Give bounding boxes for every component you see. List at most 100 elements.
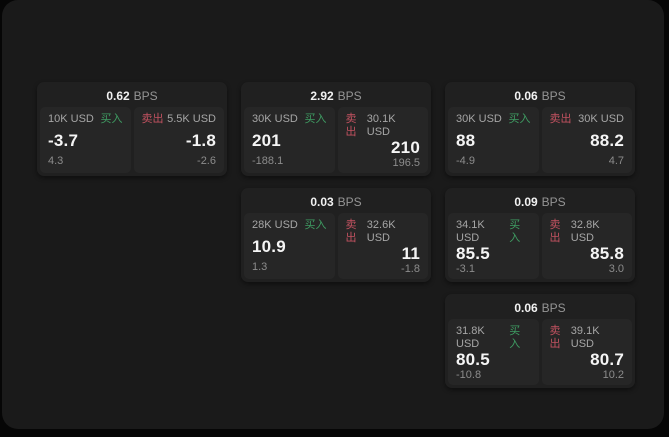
spread-value: 0.03: [310, 195, 334, 209]
spread-unit: BPS: [541, 89, 566, 103]
sell-panel[interactable]: 卖出 32.8K USD 85.8 3.0: [541, 213, 632, 279]
sell-amount: 5.5K USD: [167, 113, 216, 125]
buy-amount: 28K USD: [252, 219, 298, 231]
sell-price: 210: [391, 138, 420, 157]
buy-panel[interactable]: 10K USD 买入 -3.7 4.3: [40, 107, 131, 173]
buy-amount: 30K USD: [456, 113, 502, 125]
buy-panel[interactable]: 28K USD 买入 10.9 1.3: [244, 213, 335, 279]
sell-price: 88.2: [590, 130, 624, 150]
spread-unit: BPS: [133, 89, 158, 103]
buy-panel[interactable]: 30K USD 买入 88 -4.9: [448, 107, 539, 173]
quote-panels: 10K USD 买入 -3.7 4.3 卖出 5.5K USD -1.8 -2.…: [40, 107, 224, 173]
buy-amount: 31.8K USD: [456, 325, 485, 350]
buy-delta: -3.1: [456, 263, 475, 275]
buy-panel[interactable]: 30K USD 买入 201 -188.1: [244, 107, 335, 173]
sell-price: -1.8: [185, 130, 216, 150]
sell-amount: 30.1K USD: [366, 113, 396, 138]
sell-side-badge: 卖出: [549, 113, 572, 125]
sell-panel-toprow: 卖出 30.1K USD: [346, 113, 421, 139]
spread-value: 0.06: [514, 89, 538, 103]
buy-price: 201: [252, 130, 281, 150]
buy-amount: 30K USD: [252, 113, 298, 125]
quote-card: 0.06 BPS 31.8K USD 买入 80.5 -10.8 卖出 39.1…: [445, 294, 635, 388]
sell-side-badge: 卖出: [549, 219, 561, 244]
quote-panels: 31.8K USD 买入 80.5 -10.8 卖出 39.1K USD 80.…: [448, 319, 632, 385]
buy-panel-toprow: 10K USD 买入: [48, 113, 123, 126]
buy-amount: 10K USD: [48, 113, 94, 125]
sell-panel[interactable]: 卖出 5.5K USD -1.8 -2.6: [133, 107, 224, 173]
spread-unit: BPS: [337, 89, 362, 103]
spread-header: 0.62 BPS: [40, 85, 224, 107]
sell-side-badge: 卖出: [345, 113, 357, 138]
buy-side-badge: 买入: [509, 325, 521, 350]
sell-price: 85.8: [590, 244, 624, 263]
sell-panel-toprow: 卖出 39.1K USD: [550, 325, 625, 351]
sell-amount: 39.1K USD: [570, 325, 600, 350]
buy-panel-toprow: 34.1K USD 买入: [456, 219, 531, 245]
buy-panel[interactable]: 34.1K USD 买入 85.5 -3.1: [448, 213, 539, 279]
quote-panels: 30K USD 买入 201 -188.1 卖出 30.1K USD 210 1…: [244, 107, 428, 173]
quote-panels: 30K USD 买入 88 -4.9 卖出 30K USD 88.2 4.7: [448, 107, 632, 173]
buy-delta: -188.1: [252, 155, 284, 167]
sell-panel[interactable]: 卖出 39.1K USD 80.7 10.2: [541, 319, 632, 385]
sell-delta: 3.0: [608, 263, 624, 275]
buy-side-badge: 买入: [304, 113, 327, 125]
sell-panel-toprow: 卖出 32.6K USD: [346, 219, 421, 245]
spread-value: 0.62: [106, 89, 130, 103]
buy-panel[interactable]: 31.8K USD 买入 80.5 -10.8: [448, 319, 539, 385]
sell-side-badge: 卖出: [549, 325, 561, 350]
sell-panel-toprow: 卖出 30K USD: [550, 113, 625, 126]
spread-unit: BPS: [541, 301, 566, 315]
sell-panel[interactable]: 卖出 32.6K USD 11 -1.8: [337, 213, 428, 279]
sell-amount: 30K USD: [578, 113, 624, 125]
sell-side-badge: 卖出: [141, 113, 164, 125]
buy-delta: -4.9: [456, 155, 475, 167]
spread-unit: BPS: [541, 195, 566, 209]
spread-unit: BPS: [337, 195, 362, 209]
buy-side-badge: 买入: [304, 219, 327, 231]
sell-panel[interactable]: 卖出 30K USD 88.2 4.7: [541, 107, 632, 173]
quote-card: 2.92 BPS 30K USD 买入 201 -188.1 卖出 30.1K …: [241, 82, 431, 176]
buy-side-badge: 买入: [509, 219, 521, 244]
quote-panels: 34.1K USD 买入 85.5 -3.1 卖出 32.8K USD 85.8…: [448, 213, 632, 279]
spread-header: 0.06 BPS: [448, 297, 632, 319]
sell-price: 80.7: [590, 350, 624, 369]
sell-delta: 196.5: [392, 157, 420, 169]
spread-header: 0.06 BPS: [448, 85, 632, 107]
quote-card: 0.06 BPS 30K USD 买入 88 -4.9 卖出 30K USD 8…: [445, 82, 635, 176]
sell-delta: -1.8: [401, 263, 420, 275]
buy-side-badge: 买入: [100, 113, 123, 125]
buy-amount: 34.1K USD: [456, 219, 485, 244]
buy-panel-toprow: 31.8K USD 买入: [456, 325, 531, 351]
buy-delta: 1.3: [252, 261, 268, 273]
buy-panel-toprow: 28K USD 买入: [252, 219, 327, 232]
sell-delta: 10.2: [602, 369, 624, 381]
quote-card: 0.03 BPS 28K USD 买入 10.9 1.3 卖出 32.6K US…: [241, 188, 431, 282]
sell-side-badge: 卖出: [345, 219, 357, 244]
spread-header: 0.09 BPS: [448, 191, 632, 213]
buy-price: -3.7: [48, 130, 79, 150]
buy-delta: -10.8: [456, 369, 482, 381]
buy-panel-toprow: 30K USD 买入: [456, 113, 531, 126]
spread-value: 0.06: [514, 301, 538, 315]
quote-panels: 28K USD 买入 10.9 1.3 卖出 32.6K USD 11 -1.8: [244, 213, 428, 279]
buy-panel-toprow: 30K USD 买入: [252, 113, 327, 126]
sell-delta: 4.7: [608, 155, 624, 167]
buy-price: 80.5: [456, 350, 490, 369]
buy-price: 85.5: [456, 244, 490, 263]
quote-card: 0.62 BPS 10K USD 买入 -3.7 4.3 卖出 5.5K USD…: [37, 82, 227, 176]
spread-header: 0.03 BPS: [244, 191, 428, 213]
buy-side-badge: 买入: [508, 113, 531, 125]
sell-panel[interactable]: 卖出 30.1K USD 210 196.5: [337, 107, 428, 173]
spread-value: 2.92: [310, 89, 334, 103]
buy-price: 88: [456, 130, 476, 150]
sell-amount: 32.8K USD: [570, 219, 600, 244]
buy-price: 10.9: [252, 236, 286, 256]
buy-delta: 4.3: [48, 155, 64, 167]
sell-panel-toprow: 卖出 32.8K USD: [550, 219, 625, 245]
sell-price: 11: [401, 244, 420, 263]
sell-amount: 32.6K USD: [366, 219, 396, 244]
spread-value: 0.09: [514, 195, 538, 209]
quote-card: 0.09 BPS 34.1K USD 买入 85.5 -3.1 卖出 32.8K…: [445, 188, 635, 282]
